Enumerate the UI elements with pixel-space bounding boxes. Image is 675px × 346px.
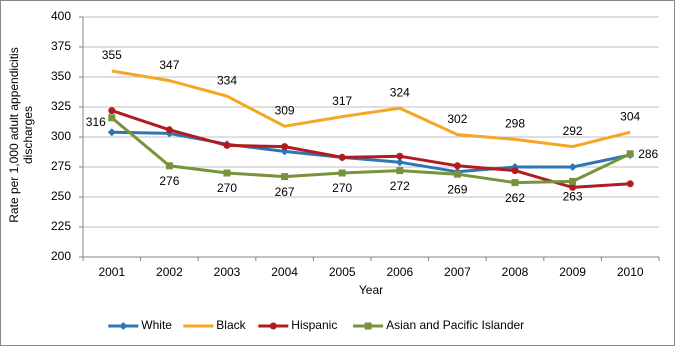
- data-label: 262: [505, 191, 525, 205]
- legend-label: Black: [216, 318, 246, 332]
- y-tick-label: 200: [51, 249, 71, 263]
- marker: [223, 141, 231, 149]
- marker: [453, 170, 461, 178]
- series-line: [111, 69, 631, 149]
- y-tick-label: 250: [51, 189, 71, 203]
- series-line: [110, 116, 631, 185]
- marker: [165, 126, 173, 134]
- legend-item: Asian and Pacific Islander: [353, 318, 524, 332]
- data-label: 317: [332, 94, 352, 108]
- data-label: 267: [275, 185, 295, 199]
- marker: [223, 169, 231, 177]
- marker: [165, 162, 173, 170]
- data-label: 286: [638, 147, 658, 161]
- y-tick-label: 275: [51, 159, 71, 173]
- x-axis-title: Year: [359, 283, 383, 297]
- data-label: 292: [563, 124, 583, 138]
- marker: [626, 150, 634, 158]
- data-label: 316: [86, 115, 106, 129]
- legend-item: Hispanic: [258, 318, 337, 332]
- x-tick-label: 2007: [444, 265, 471, 279]
- marker: [108, 114, 116, 122]
- x-tick-label: 2003: [214, 265, 241, 279]
- data-label: 355: [102, 48, 122, 62]
- marker: [281, 143, 289, 151]
- data-label: 269: [447, 182, 467, 196]
- legend-label: White: [141, 318, 172, 332]
- data-label: 270: [217, 181, 237, 195]
- marker: [396, 152, 404, 160]
- y-tick-label: 225: [51, 219, 71, 233]
- series-line: [111, 130, 631, 174]
- x-tick-label: 2008: [502, 265, 529, 279]
- marker: [338, 153, 346, 161]
- data-label: 334: [217, 73, 237, 87]
- legend-item: Black: [183, 318, 247, 332]
- x-tick-label: 2006: [386, 265, 413, 279]
- marker: [511, 179, 519, 187]
- legend-item: White: [108, 318, 172, 332]
- data-label: 263: [563, 190, 583, 204]
- marker: [511, 167, 519, 175]
- marker: [626, 180, 634, 188]
- y-tick-label: 400: [51, 9, 71, 23]
- marker: [108, 107, 116, 115]
- marker: [569, 183, 577, 191]
- data-label: 298: [505, 117, 525, 131]
- marker: [453, 162, 461, 170]
- x-tick-label: 2001: [98, 265, 125, 279]
- marker: [119, 322, 128, 330]
- marker: [281, 173, 289, 181]
- x-tick-label: 2002: [156, 265, 183, 279]
- data-label: 304: [620, 109, 640, 123]
- data-label: 272: [390, 179, 410, 193]
- data-label: 276: [159, 174, 179, 188]
- y-tick-label: 300: [51, 129, 71, 143]
- legend-label: Hispanic: [291, 318, 337, 332]
- y-axis-title: Rate per 1,000 adult appendicitis discha…: [7, 47, 35, 223]
- data-label: 324: [390, 85, 410, 99]
- y-tick-label: 325: [51, 99, 71, 113]
- marker: [338, 169, 346, 177]
- x-tick-label: 2004: [271, 265, 298, 279]
- legend-label: Asian and Pacific Islander: [386, 318, 524, 332]
- series-line: [111, 109, 631, 189]
- y-tick-label: 350: [51, 69, 71, 83]
- marker: [568, 163, 577, 171]
- marker: [269, 322, 277, 330]
- x-tick-label: 2010: [617, 265, 644, 279]
- x-tick-label: 2005: [329, 265, 356, 279]
- marker: [107, 128, 116, 137]
- marker: [364, 322, 372, 330]
- data-label: 302: [447, 112, 467, 126]
- data-label: 270: [332, 181, 352, 195]
- marker: [395, 158, 404, 167]
- x-tick-label: 2009: [559, 265, 586, 279]
- data-label: 309: [275, 103, 295, 117]
- y-tick-label: 375: [51, 39, 71, 53]
- marker: [569, 177, 577, 185]
- data-label: 347: [159, 58, 179, 72]
- marker: [396, 167, 404, 175]
